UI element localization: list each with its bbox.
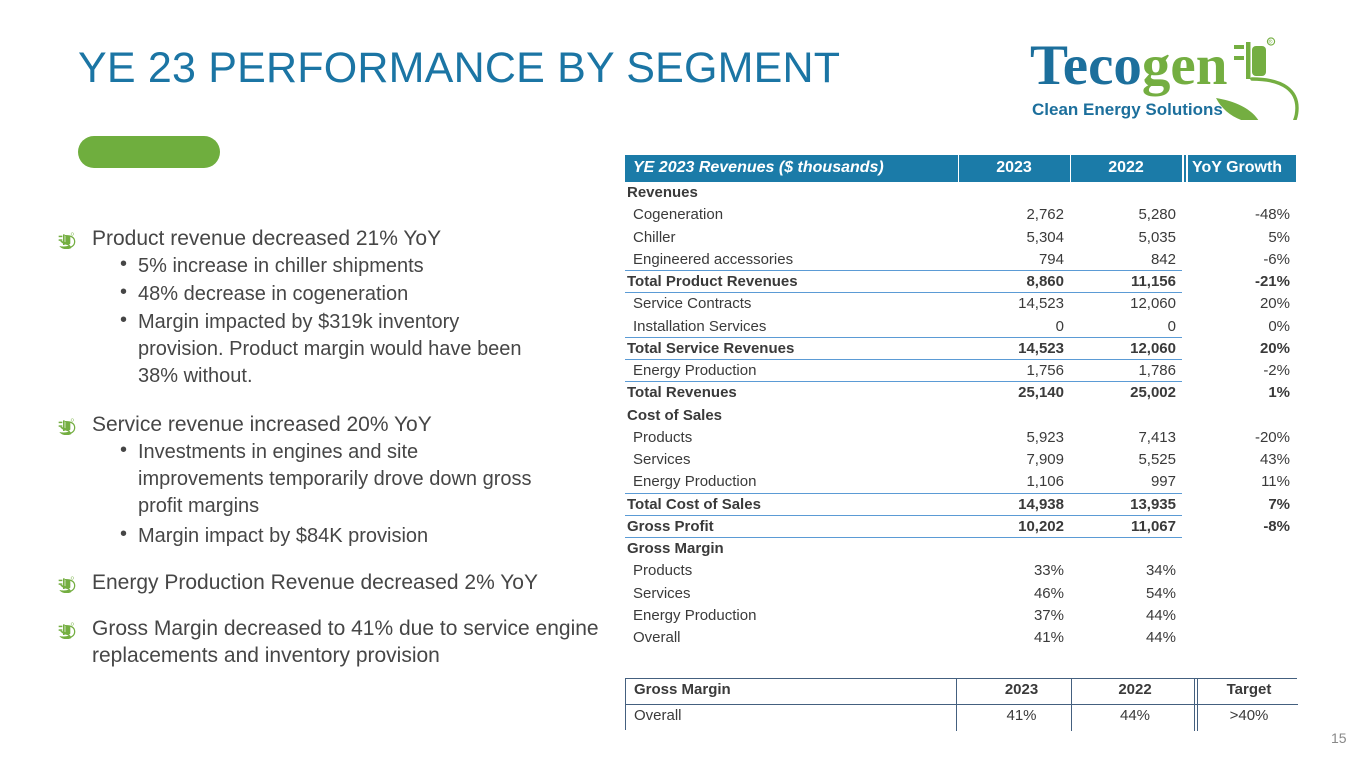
svg-text:®: ®: [1268, 39, 1272, 46]
svg-text:Tecogen: Tecogen: [1030, 34, 1227, 97]
